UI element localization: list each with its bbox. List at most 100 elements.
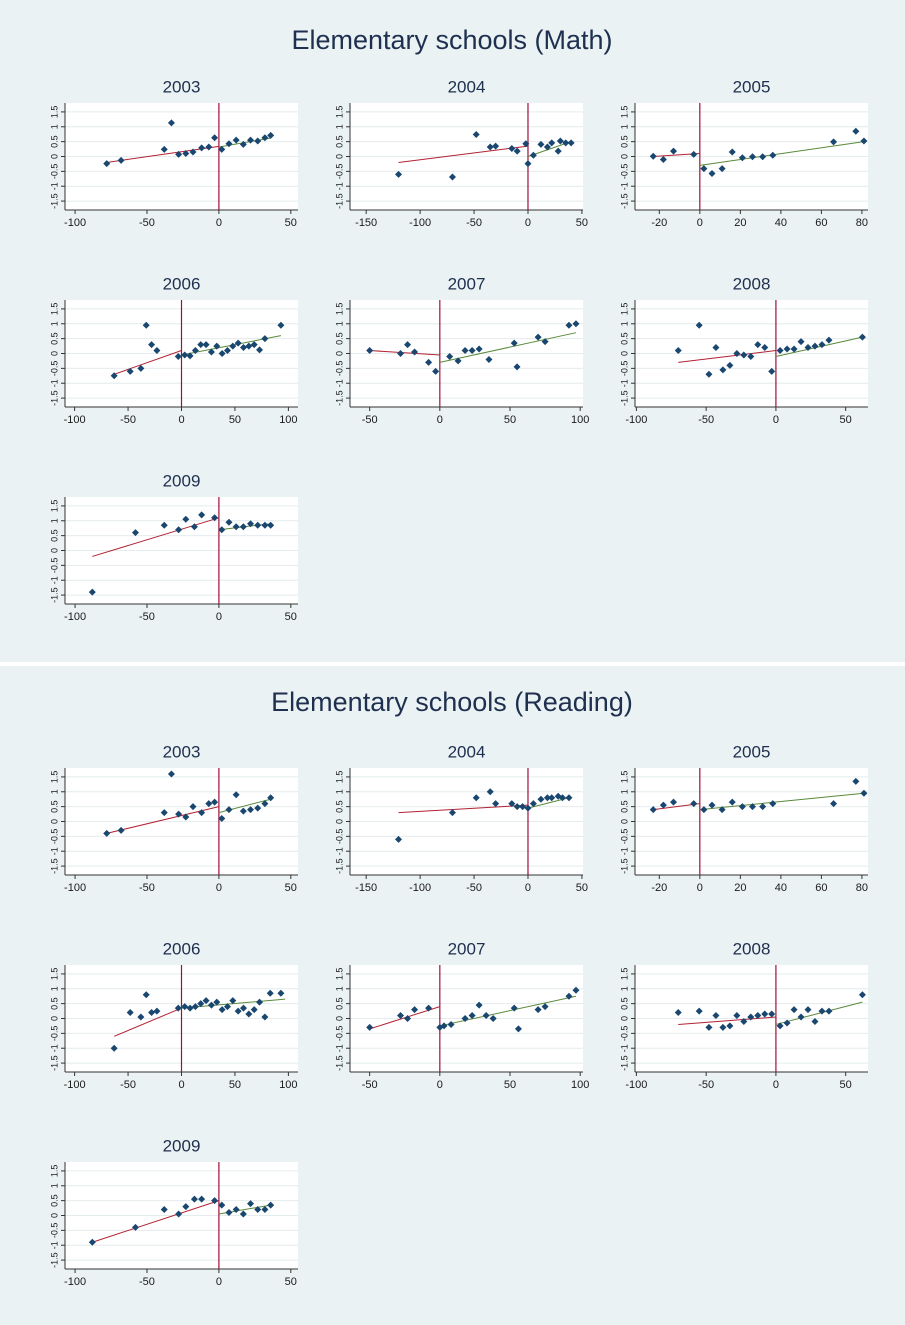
data-point xyxy=(175,810,183,818)
y-tick-label: -1 xyxy=(619,1044,629,1052)
y-tick-label: -1.5 xyxy=(334,858,344,874)
x-tick-label: 100 xyxy=(571,1079,589,1091)
y-tick-label: -1.5 xyxy=(619,390,629,406)
x-tick-label: -100 xyxy=(64,611,86,623)
data-point xyxy=(267,521,275,529)
y-tick-label: 0.5 xyxy=(49,529,59,542)
data-point xyxy=(198,809,206,817)
data-point xyxy=(448,809,456,817)
panel-title: 2006 xyxy=(163,939,201,958)
data-point xyxy=(852,777,860,785)
data-point xyxy=(261,800,269,808)
data-point xyxy=(137,364,145,372)
data-point xyxy=(790,345,798,353)
fit-line xyxy=(699,792,864,811)
data-point xyxy=(554,147,562,155)
data-point xyxy=(769,151,777,159)
data-point xyxy=(754,341,762,349)
x-tick-label: 100 xyxy=(279,1079,297,1091)
data-point xyxy=(277,989,285,997)
data-point xyxy=(103,160,111,168)
data-point xyxy=(250,341,258,349)
data-point xyxy=(719,366,727,374)
data-point xyxy=(366,347,374,355)
data-point xyxy=(175,150,183,158)
data-point xyxy=(510,339,518,347)
x-tick-label: -20 xyxy=(651,217,667,229)
y-tick-label: -1 xyxy=(49,379,59,387)
y-tick-label: 0.5 xyxy=(619,800,629,813)
panel-title: 2003 xyxy=(163,77,201,96)
data-point xyxy=(436,1023,444,1031)
x-tick-label: -100 xyxy=(64,882,86,894)
y-tick-label: -1 xyxy=(334,847,344,855)
y-tick-label: 1 xyxy=(619,321,629,326)
data-point xyxy=(142,321,150,329)
y-tick-label: -1 xyxy=(49,1241,59,1249)
fit-line xyxy=(775,336,863,357)
y-tick-label: 1 xyxy=(619,124,629,129)
data-point xyxy=(472,794,480,802)
data-point xyxy=(181,351,189,359)
data-point xyxy=(126,367,134,375)
x-tick-label: 0 xyxy=(216,611,222,623)
data-point xyxy=(218,1201,226,1209)
data-point xyxy=(485,355,493,363)
panel-title: 2004 xyxy=(448,77,486,96)
data-point xyxy=(256,998,264,1006)
data-point xyxy=(142,991,150,999)
data-point xyxy=(548,794,556,802)
data-point xyxy=(267,1201,275,1209)
fit-line xyxy=(678,350,776,363)
data-point xyxy=(160,521,168,529)
data-point xyxy=(247,1200,255,1208)
fit-line xyxy=(369,350,440,356)
data-point xyxy=(232,791,240,799)
x-tick-label: 80 xyxy=(856,882,868,894)
data-point xyxy=(811,342,819,350)
data-point xyxy=(492,142,500,150)
data-point xyxy=(174,1004,182,1012)
data-point xyxy=(198,1195,206,1203)
data-point xyxy=(454,357,462,365)
y-tick-label: -0.5 xyxy=(619,361,629,377)
fit-line xyxy=(699,141,865,166)
x-tick-label: -50 xyxy=(466,217,482,229)
y-tick-label: 0.5 xyxy=(334,997,344,1010)
data-point xyxy=(489,1015,497,1022)
data-point xyxy=(733,1012,741,1020)
data-point xyxy=(229,997,237,1005)
y-tick-label: 0.5 xyxy=(619,332,629,345)
y-tick-label: 1.5 xyxy=(49,106,59,119)
y-tick-label: 1 xyxy=(49,789,59,794)
data-point xyxy=(461,1015,469,1022)
data-point xyxy=(229,342,237,350)
data-point xyxy=(790,1006,798,1014)
data-point xyxy=(254,1206,262,1214)
data-point xyxy=(705,370,713,378)
data-point xyxy=(247,806,255,814)
data-point xyxy=(225,140,233,148)
data-point xyxy=(700,806,708,814)
data-point xyxy=(211,514,219,522)
data-point xyxy=(797,1013,805,1021)
y-tick-label: -0.5 xyxy=(334,361,344,377)
y-tick-label: -1.5 xyxy=(49,390,59,406)
data-point xyxy=(202,341,210,349)
data-point xyxy=(198,144,206,152)
x-tick-label: 0 xyxy=(216,882,222,894)
x-tick-label: 0 xyxy=(216,217,222,229)
y-tick-label: -1 xyxy=(49,576,59,584)
data-point xyxy=(225,518,233,526)
data-point xyxy=(804,1006,812,1014)
data-point xyxy=(754,1012,762,1020)
x-tick-label: 0 xyxy=(773,1079,779,1091)
y-tick-label: 1.5 xyxy=(49,500,59,513)
data-point xyxy=(211,1197,219,1205)
x-tick-label: 0 xyxy=(178,1079,184,1091)
data-point xyxy=(728,798,736,806)
data-point xyxy=(239,1210,247,1218)
x-tick-label: 50 xyxy=(285,1276,297,1288)
data-point xyxy=(700,165,708,173)
y-tick-label: 1.5 xyxy=(49,303,59,316)
